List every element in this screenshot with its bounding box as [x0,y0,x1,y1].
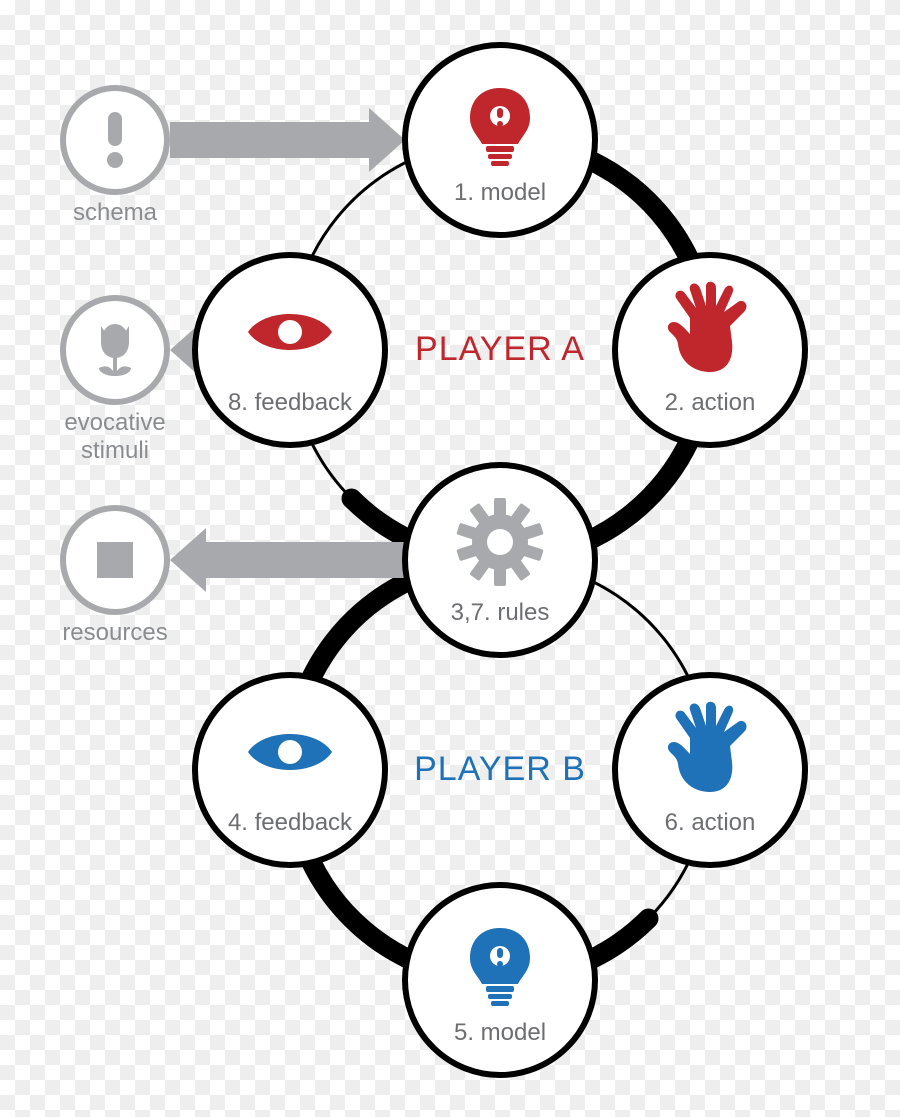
arrow-schema-shaft [170,122,369,158]
evocative-icon [99,324,131,376]
node-action-b-label: 6. action [665,809,756,836]
node-feedback-a-label: 8. feedback [228,389,353,416]
side-node-evocative: evocativestimuli [63,298,167,464]
side-node-resources: resources [62,508,167,646]
node-model-b: 5. model [405,885,595,1075]
schema-icon [107,112,123,168]
node-rules-label: 3,7. rules [451,599,550,626]
game-loop-diagram: schema evocativestimuli resources 1. model 2… [0,0,900,1117]
arrow-schema-head [369,108,405,172]
resources-icon [97,542,133,578]
side-node-schema: schema [63,88,167,226]
player-b-label: PLAYER B [414,750,586,788]
node-model-a: 1. model [405,45,595,235]
arrow-resources-head [170,528,206,592]
node-action-a: 2. action [615,255,805,445]
node-action-b: 6. action [615,675,805,865]
side-node-evocative-label: evocative [64,409,165,436]
node-model-a-label: 1. model [454,179,546,206]
player-a-label: PLAYER A [415,330,585,368]
node-feedback-a: 8. feedback [195,255,385,445]
node-feedback-b: 4. feedback [195,675,385,865]
side-node-evocative-label: stimuli [81,437,149,464]
arrow-resources-shaft [206,542,405,578]
node-feedback-b-label: 4. feedback [228,809,353,836]
side-node-schema-label: schema [73,199,158,226]
node-action-a-label: 2. action [665,389,756,416]
node-model-b-label: 5. model [454,1019,546,1046]
node-rules: 3,7. rules [405,465,595,655]
side-node-resources-label: resources [62,619,167,646]
